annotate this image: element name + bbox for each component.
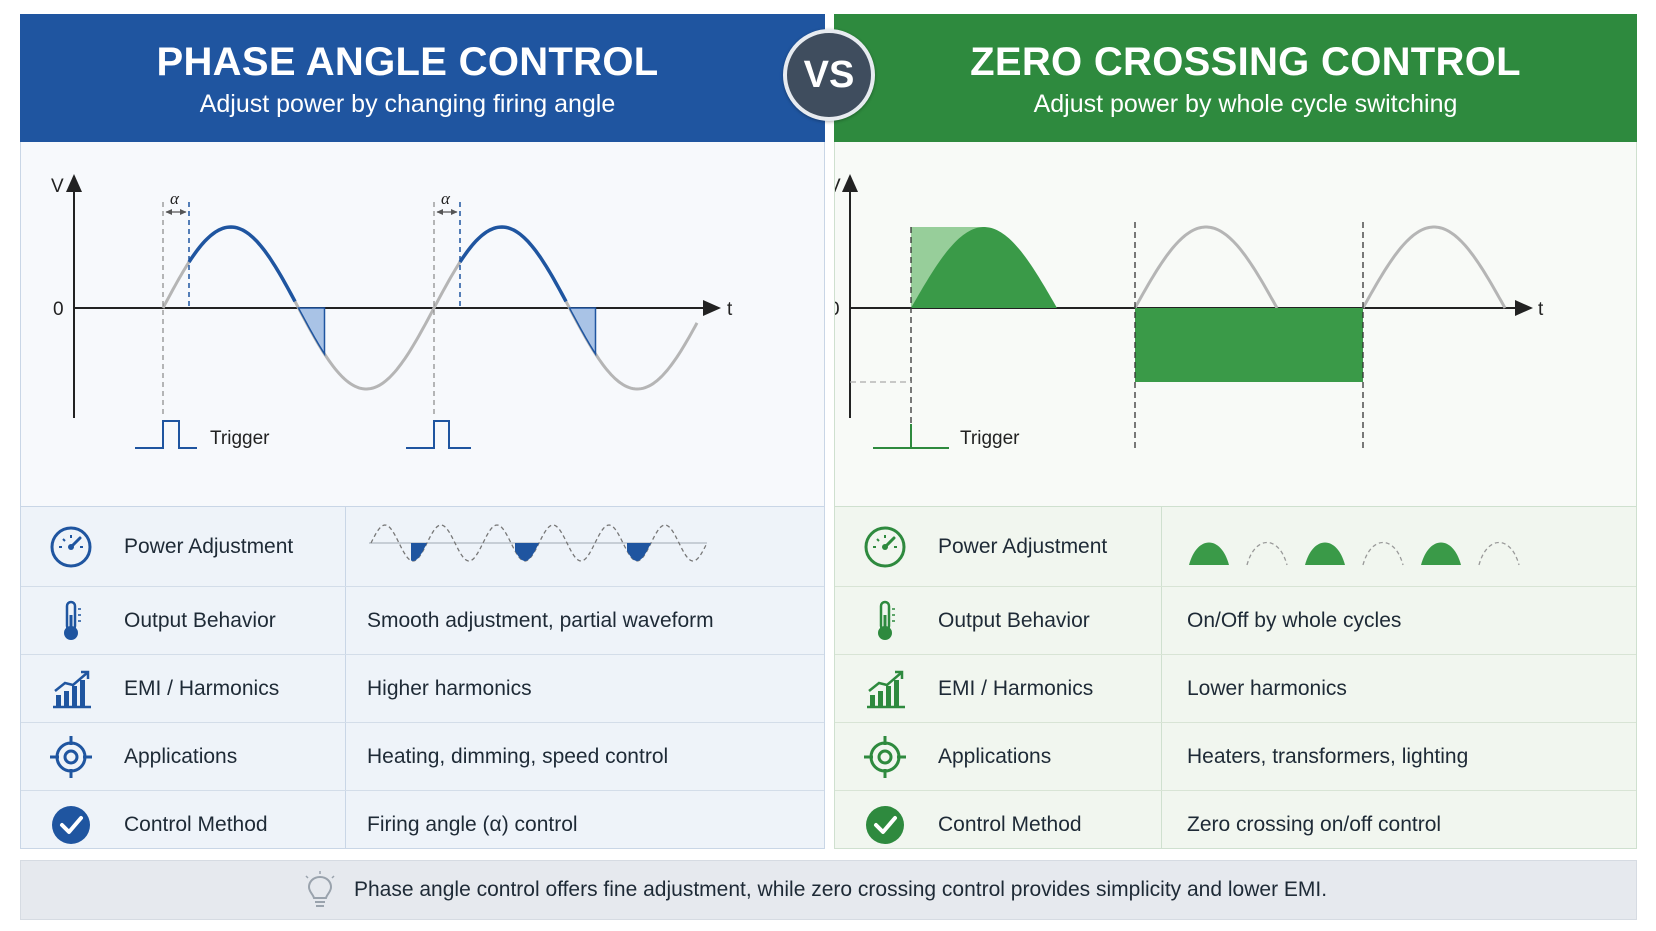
phase-angle-table: Power Adjustment Output Behavior Smooth … [21,507,824,859]
v-axis-label: V [51,176,64,197]
row-label: Control Method [124,813,268,836]
t-axis-label: t [727,299,733,320]
row-label: EMI / Harmonics [124,676,280,700]
table-divider [345,507,346,848]
table-row: Applications Heating, dimming, speed con… [21,723,824,791]
table-row: EMI / Harmonics Lower harmonics [835,655,1636,723]
table-row: Output Behavior On/Off by whole cycles [835,587,1636,655]
on-cycle-positive [911,227,1057,308]
zero-crossing-subtitle: Adjust power by whole cycle switching [1033,90,1458,118]
alpha-label-1: α [170,189,180,208]
target-icon [50,735,92,778]
row-value: On/Off by whole cycles [1187,608,1402,632]
row-label: Applications [124,744,238,768]
row-value: Zero crossing on/off control [1187,813,1442,836]
table-row: Control Method Firing angle (α) control [21,791,824,859]
table-divider [1161,507,1162,848]
conduction-segment-2 [458,225,568,303]
power-adjustment-cycles [1189,541,1520,565]
trigger-pulse-2 [406,420,471,449]
row-label: Applications [938,744,1052,768]
table-row: Output Behavior Smooth adjustment, parti… [21,587,824,655]
vs-badge: VS [783,29,875,121]
zero-label: 0 [835,299,840,320]
table-row: Control Method Zero crossing on/off cont… [835,791,1636,859]
t-axis-label: t [1538,299,1544,320]
row-value: Smooth adjustment, partial waveform [367,608,714,632]
bar-chart-icon [53,670,91,708]
trigger-label: Trigger [210,428,270,449]
zero-crossing-header: ZERO CROSSING CONTROL Adjust power by wh… [834,14,1637,142]
row-value: Lower harmonics [1187,676,1347,700]
phase-angle-title: PHASE ANGLE CONTROL [156,40,659,84]
row-label: Output Behavior [938,608,1090,632]
off-cycle-hump-1 [1133,225,1279,309]
trigger-pulse [873,424,949,449]
trigger-label: Trigger [960,428,1020,449]
zero-crossing-panel: ZERO CROSSING CONTROL Adjust power by wh… [834,14,1637,849]
row-value: Higher harmonics [367,676,532,700]
check-circle-icon [866,806,904,844]
zero-crossing-table: Power Adjustment Output Behavior On/Off … [835,507,1636,859]
negative-sliver-2 [568,307,597,357]
v-axis-label: V [835,176,841,197]
summary-text: Phase angle control offers fine adjustme… [354,878,1328,901]
table-row: Power Adjustment [21,507,824,587]
bar-chart-icon [867,670,905,708]
row-label: EMI / Harmonics [938,676,1094,700]
power-adjustment-waveform [369,523,708,562]
table-row: Power Adjustment [835,507,1636,587]
zero-label: 0 [53,299,64,320]
trigger-pulse-1 [135,420,197,449]
phase-angle-subtitle: Adjust power by changing firing angle [199,90,616,118]
lightbulb-icon [305,871,335,907]
phase-angle-waveform-diagram: V 0 t α α Trigger [21,142,824,507]
row-value: Firing angle (α) control [367,813,578,836]
thermometer-icon [878,600,895,640]
target-icon [864,735,906,778]
row-label: Output Behavior [124,608,276,632]
on-cycle-negative-block [1135,308,1363,382]
phase-angle-header: PHASE ANGLE CONTROL Adjust power by chan… [20,14,825,142]
zero-crossing-title: ZERO CROSSING CONTROL [970,40,1521,84]
row-value: Heaters, transformers, lighting [1187,744,1469,768]
conduction-segment-1 [187,225,297,303]
row-label: Power Adjustment [124,534,294,558]
zero-crossing-waveform-diagram: V 0 t Trigger [835,142,1636,507]
off-cycle-hump-2 [1361,225,1507,309]
table-row: EMI / Harmonics Higher harmonics [21,655,824,723]
row-label: Power Adjustment [938,534,1108,558]
gauge-icon [50,526,92,567]
table-row: Applications Heaters, transformers, ligh… [835,723,1636,791]
gauge-icon [864,526,906,567]
thermometer-icon [64,600,81,640]
phase-angle-panel: PHASE ANGLE CONTROL Adjust power by chan… [20,14,825,849]
alpha-label-2: α [441,189,451,208]
negative-sliver-1 [297,307,326,357]
check-circle-icon [52,806,90,844]
row-value: Heating, dimming, speed control [367,744,669,768]
summary-footer: Phase angle control offers fine adjustme… [20,860,1637,920]
row-label: Control Method [938,813,1082,836]
